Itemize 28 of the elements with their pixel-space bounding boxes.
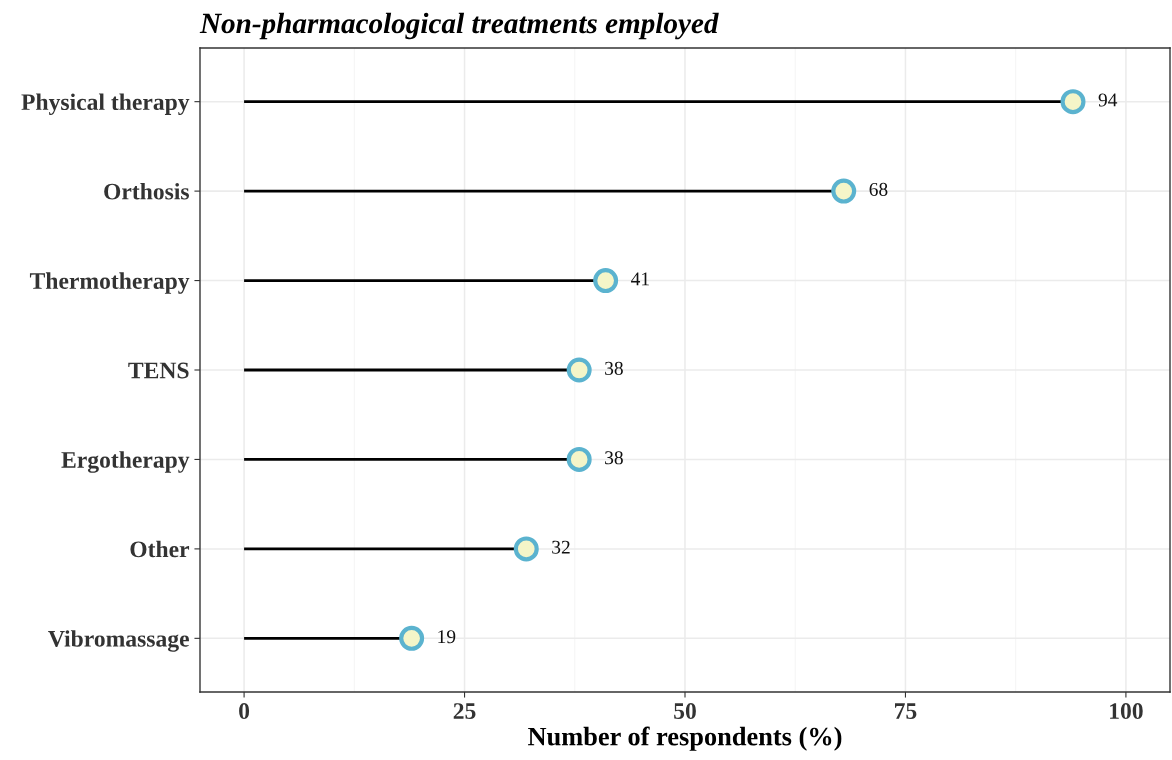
point xyxy=(831,178,857,204)
data-label: 38 xyxy=(605,451,623,465)
x-tick-label: 0 xyxy=(239,703,250,720)
y-tick-label: Thermotherapy xyxy=(29,272,190,294)
point xyxy=(566,446,592,472)
point xyxy=(1060,89,1086,115)
point xyxy=(513,536,539,562)
x-axis-title: Number of respondents (%) xyxy=(528,726,842,751)
y-tick-label: Ergotherapy xyxy=(61,451,190,473)
point xyxy=(399,625,425,651)
y-tick-label: Other xyxy=(130,540,190,558)
x-tick-label: 50 xyxy=(674,703,696,720)
data-label: 38 xyxy=(605,361,623,375)
y-tick-label: Physical therapy xyxy=(21,93,190,115)
x-tick-label: 100 xyxy=(1110,703,1143,720)
point xyxy=(566,357,592,383)
chart-title: Non-pharmacological treatments employed xyxy=(199,12,719,40)
data-label: 41 xyxy=(631,272,649,286)
data-label: 19 xyxy=(438,630,456,644)
x-tick-label: 25 xyxy=(453,703,476,720)
data-label: 68 xyxy=(869,182,888,196)
data-label: 32 xyxy=(552,540,570,554)
point xyxy=(593,268,619,294)
y-tick-label: Orthosis xyxy=(104,182,189,200)
y-tick-label: Vibromassage xyxy=(48,630,189,652)
x-tick-label: 75 xyxy=(895,703,917,720)
data-label: 94 xyxy=(1098,93,1118,107)
y-tick-label: TENS xyxy=(128,362,189,379)
